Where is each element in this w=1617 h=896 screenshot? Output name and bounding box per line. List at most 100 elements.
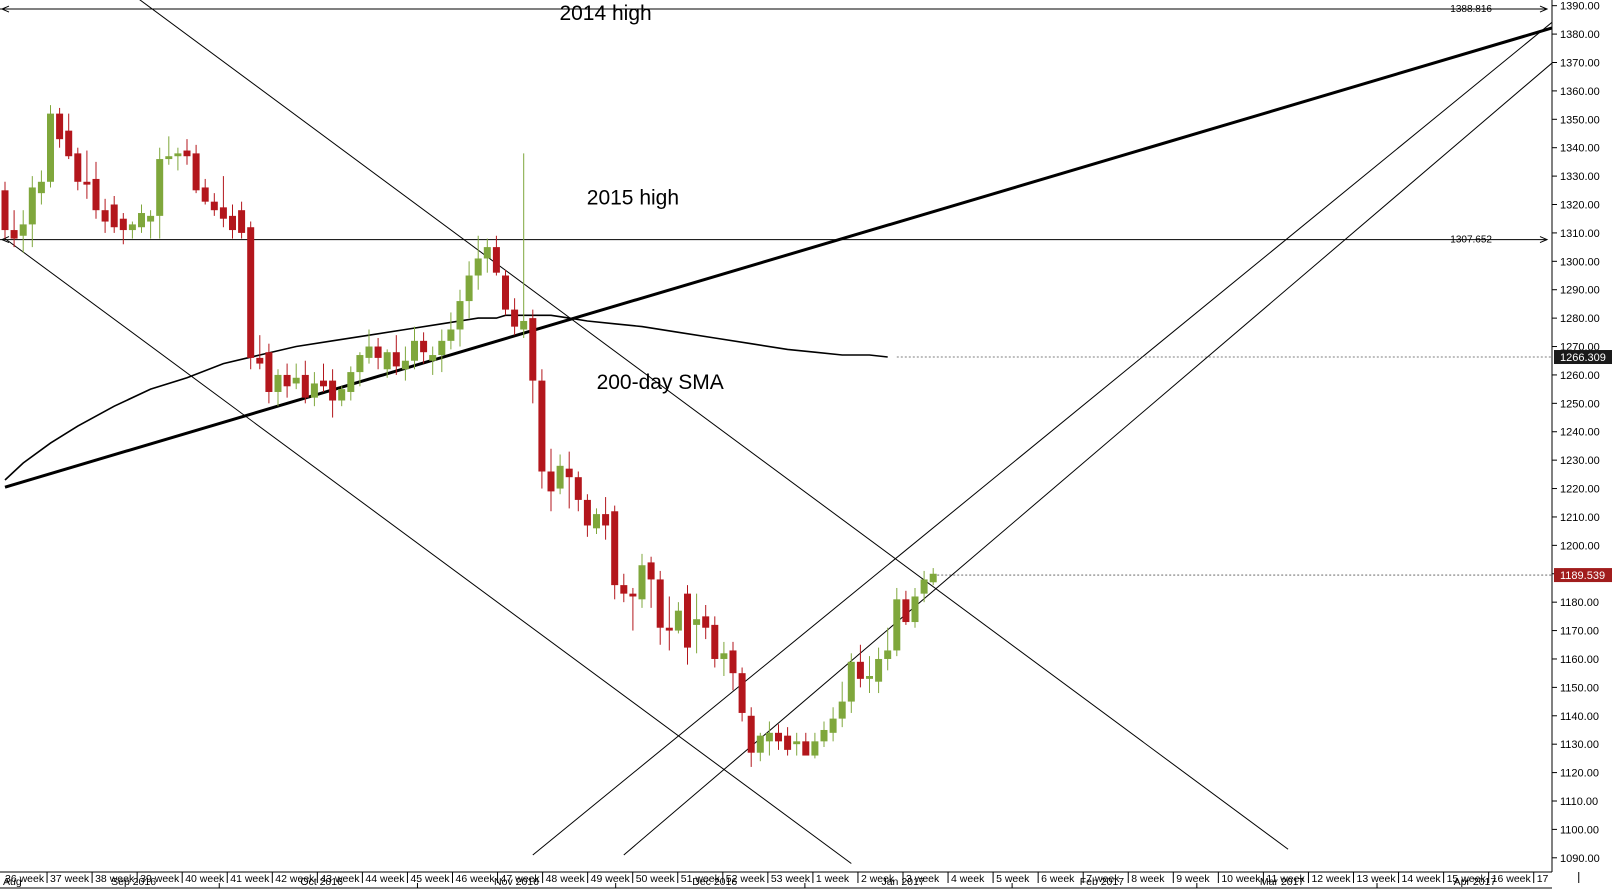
candle <box>556 454 564 495</box>
candle <box>829 707 837 742</box>
candle <box>92 161 100 219</box>
candle-body <box>829 718 837 733</box>
candle <box>37 170 45 205</box>
candle-body <box>420 340 428 353</box>
candle <box>420 332 428 364</box>
y-tick-label: 1180.00 <box>1560 597 1599 609</box>
candle-body <box>492 247 500 273</box>
trendlines <box>4 0 1552 864</box>
month-label: Mar 2017 <box>1260 876 1305 888</box>
week-label: 44 week <box>365 873 405 885</box>
candle-body <box>138 213 145 228</box>
week-label: 5 week <box>996 873 1030 885</box>
candle-body <box>320 380 327 387</box>
candle <box>174 147 182 171</box>
annotation-1: 2015 high <box>587 187 679 210</box>
candle-body <box>429 355 437 361</box>
annotation-0: 2014 high <box>559 2 651 25</box>
candle-body <box>365 346 373 358</box>
week-label: 51 week <box>681 873 721 885</box>
candle-body <box>583 499 591 526</box>
candle-body <box>247 227 255 358</box>
y-tick-label: 1160.00 <box>1560 654 1599 666</box>
y-tick-label: 1200.00 <box>1560 540 1600 552</box>
week-label: 52 week <box>726 873 766 885</box>
candle <box>802 732 810 756</box>
price-label-current: 1189.539 <box>1560 570 1605 582</box>
candle <box>747 707 755 767</box>
y-tick-label: 1100.00 <box>1560 824 1599 836</box>
candle <box>110 195 118 233</box>
candle <box>347 366 355 401</box>
candle <box>893 587 901 657</box>
candle <box>447 312 455 350</box>
candle-body <box>911 596 919 623</box>
candle-body <box>529 318 537 381</box>
x-axis: 36 week 37 week 38 week 39 week 40 week 41 we… <box>0 871 1580 889</box>
candle <box>83 150 91 199</box>
candle <box>192 144 200 194</box>
candle <box>74 147 82 191</box>
week-label: 7 week <box>1086 873 1120 885</box>
candle-body <box>474 258 482 276</box>
candle <box>684 585 691 665</box>
y-tick-label: 1300.00 <box>1560 256 1600 268</box>
y-tick-label: 1110.00 <box>1560 796 1598 808</box>
price-label-sma: 1266.309 <box>1560 352 1606 364</box>
week-label: 37 week <box>50 873 90 885</box>
candle <box>765 721 773 756</box>
candle <box>502 269 509 316</box>
candle-body <box>56 113 64 140</box>
annotation-2: 200-day SMA <box>597 371 724 394</box>
candle <box>47 105 54 188</box>
candle-body <box>511 309 519 327</box>
falling-channel-upper <box>139 0 1289 850</box>
candle <box>811 732 819 759</box>
candle-body <box>711 624 719 659</box>
candle-body <box>19 224 27 236</box>
candle-body <box>638 565 646 600</box>
candle-body <box>502 275 509 310</box>
week-label: 45 week <box>410 873 450 885</box>
candle-body <box>401 360 409 370</box>
candle-body <box>838 701 846 719</box>
candle <box>711 616 719 668</box>
rising-channel-lower <box>623 62 1552 856</box>
week-label: 53 week <box>771 873 811 885</box>
candle-body <box>447 329 455 341</box>
y-tick-label: 1210.00 <box>1560 512 1600 524</box>
candle <box>256 335 264 370</box>
candle <box>602 497 610 540</box>
candle <box>902 590 910 625</box>
y-tick-label: 1220.00 <box>1560 484 1600 496</box>
candle-body <box>28 187 36 225</box>
candle-body <box>156 159 164 216</box>
candle <box>465 261 473 319</box>
candle-body <box>847 661 855 702</box>
candle <box>784 727 792 756</box>
candle <box>456 289 464 347</box>
y-tick-label: 1350.00 <box>1560 114 1600 126</box>
y-tick-label: 1090.00 <box>1560 853 1600 865</box>
candle <box>847 653 855 713</box>
candle <box>756 732 764 762</box>
candle-body <box>238 210 246 233</box>
y-tick-label: 1390.00 <box>1560 1 1600 13</box>
y-tick-label: 1250.00 <box>1560 398 1600 410</box>
candle-body <box>83 181 91 185</box>
candle-body <box>92 178 100 211</box>
week-label: 43 week <box>320 873 360 885</box>
y-tick-label: 1380.00 <box>1560 29 1600 41</box>
candle <box>219 176 227 228</box>
candle <box>492 235 500 276</box>
candle-body <box>147 215 155 222</box>
candle <box>529 309 537 404</box>
candle-body <box>793 741 801 745</box>
candle-body <box>465 275 473 302</box>
candle <box>775 724 782 750</box>
candles <box>1 105 937 767</box>
candle-body <box>684 593 691 648</box>
candle-body <box>875 658 883 682</box>
candle-body <box>611 511 619 586</box>
